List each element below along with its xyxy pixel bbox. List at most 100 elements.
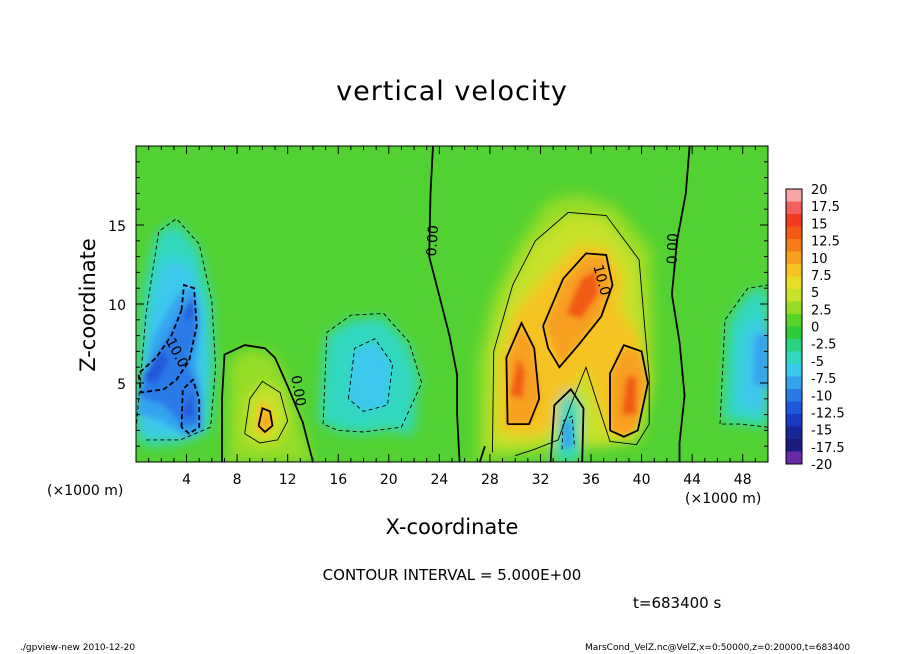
colorbar-swatch bbox=[786, 326, 802, 340]
filled-region bbox=[563, 417, 574, 450]
contour-line bbox=[257, 407, 274, 434]
contour-line bbox=[720, 423, 768, 428]
y-axis: 5 10 15 bbox=[108, 161, 768, 447]
filled-region bbox=[510, 357, 526, 399]
colorbar-swatch bbox=[786, 264, 802, 277]
colorbar-label: -20 bbox=[811, 458, 832, 473]
x-tick-label: 32 bbox=[532, 472, 550, 488]
colorbar-swatch bbox=[786, 339, 802, 352]
contour-line bbox=[221, 344, 314, 462]
contour-line bbox=[670, 146, 691, 462]
contour-line bbox=[347, 338, 394, 412]
filled-region bbox=[181, 392, 195, 418]
contour-line bbox=[542, 252, 614, 369]
colorbar-label: 7.5 bbox=[811, 269, 832, 284]
x-tick-label: 12 bbox=[279, 472, 297, 488]
colorbar-label: 5 bbox=[811, 286, 819, 301]
contour-label: 10.0 bbox=[589, 263, 613, 297]
contour-line bbox=[136, 218, 217, 441]
colorbar-label: 15 bbox=[811, 217, 828, 232]
colorbar-label: -10 bbox=[811, 389, 832, 404]
colorbar-swatch bbox=[786, 401, 802, 415]
contour-label: 0.00 bbox=[665, 233, 682, 265]
x-tick-label: 8 bbox=[233, 472, 242, 488]
y-tick-label: 5 bbox=[117, 377, 126, 393]
contour-line bbox=[505, 320, 541, 426]
colorbar-swatch bbox=[786, 226, 802, 240]
colorbar-swatch bbox=[786, 301, 802, 315]
filled-region bbox=[141, 348, 169, 383]
filled-region bbox=[395, 390, 417, 434]
contour-line bbox=[561, 415, 576, 450]
contour-interval-label: CONTOUR INTERVAL = 5.000E+00 bbox=[322, 566, 582, 584]
filled-region bbox=[565, 269, 599, 320]
contour-line bbox=[609, 343, 649, 438]
contour-line bbox=[137, 283, 198, 394]
filled-region bbox=[348, 341, 392, 412]
contour-line bbox=[478, 445, 486, 462]
colorbar-label: 17.5 bbox=[811, 200, 840, 215]
contour-line bbox=[322, 313, 423, 433]
colorbar-label: -17.5 bbox=[811, 441, 845, 456]
contour-line bbox=[719, 284, 768, 425]
colorbar-frame bbox=[785, 188, 803, 465]
colorbar-swatch bbox=[786, 414, 802, 427]
contour-label: 0.00 bbox=[287, 374, 308, 407]
colorbar-label: -12.5 bbox=[811, 406, 845, 421]
colorbar-swatch bbox=[786, 276, 802, 290]
colorbar-swatch bbox=[786, 389, 802, 402]
chart-title: vertical velocity bbox=[336, 76, 568, 107]
colorbar-swatch bbox=[786, 364, 802, 377]
contour-line bbox=[244, 380, 289, 444]
colorbar-swatch bbox=[786, 201, 802, 215]
colorbar-swatch bbox=[786, 189, 802, 202]
colorbar-label: 20 bbox=[811, 183, 828, 198]
colorbar: 20 17.5 15 12.5 10 7.5 5 2.5 0 -2.5 -5 -7.5 -10 -12.5… bbox=[785, 183, 845, 473]
x-tick-label: 4 bbox=[182, 472, 191, 488]
colorbar-label: -2.5 bbox=[811, 338, 836, 353]
x-tick-label: 36 bbox=[582, 472, 600, 488]
contour-line bbox=[180, 378, 201, 435]
x-tick-label: 20 bbox=[380, 472, 398, 488]
contour-label: 0.00 bbox=[424, 225, 442, 257]
y-tick-label: 15 bbox=[108, 219, 126, 235]
filled-region bbox=[621, 376, 637, 415]
colorbar-swatch bbox=[786, 351, 802, 365]
colorbar-label: -5 bbox=[811, 355, 824, 370]
colorbar-swatch bbox=[786, 239, 802, 252]
colorbar-swatch bbox=[786, 376, 802, 390]
filled-region bbox=[184, 297, 195, 320]
colorbar-swatch bbox=[786, 251, 802, 265]
contour-line bbox=[549, 387, 585, 462]
x-axis: 4 8 12 16 20 24 28 32 36 40 44 48 bbox=[148, 146, 756, 488]
x-unit-label-right: (×1000 m) bbox=[685, 491, 762, 507]
contour-line bbox=[428, 146, 461, 462]
colorbar-label: -7.5 bbox=[811, 372, 836, 387]
colorbar-swatch bbox=[786, 314, 802, 327]
x-tick-label: 28 bbox=[481, 472, 499, 488]
colorbar-swatch bbox=[786, 214, 802, 227]
x-tick-label: 40 bbox=[633, 472, 651, 488]
footer-program-date: ./gpview-new 2010-12-20 bbox=[20, 643, 136, 653]
colorbar-label: 12.5 bbox=[811, 235, 840, 250]
time-label: t=683400 s bbox=[633, 594, 722, 612]
x-tick-label: 48 bbox=[734, 472, 752, 488]
x-tick-label: 16 bbox=[329, 472, 347, 488]
colorbar-label: -15 bbox=[811, 424, 832, 439]
colorbar-label: 0 bbox=[811, 321, 819, 336]
contour-line bbox=[491, 211, 650, 457]
colorbar-swatch bbox=[786, 439, 802, 452]
x-axis-label: X-coordinate bbox=[385, 515, 519, 539]
filled-region bbox=[261, 411, 270, 429]
colorbar-swatch bbox=[786, 426, 802, 440]
colorbar-label: 10 bbox=[811, 252, 828, 267]
footer-file-info: MarsCond_VelZ.nc@VelZ,x=0:50000,z=0:2000… bbox=[585, 643, 851, 653]
x-unit-label-left: (×1000 m) bbox=[47, 483, 124, 499]
x-tick-label: 44 bbox=[683, 472, 701, 488]
y-tick-label: 10 bbox=[108, 298, 126, 314]
colorbar-label: 2.5 bbox=[811, 303, 832, 318]
x-tick-label: 24 bbox=[430, 472, 448, 488]
y-axis-label: Z-coordinate bbox=[76, 238, 100, 372]
